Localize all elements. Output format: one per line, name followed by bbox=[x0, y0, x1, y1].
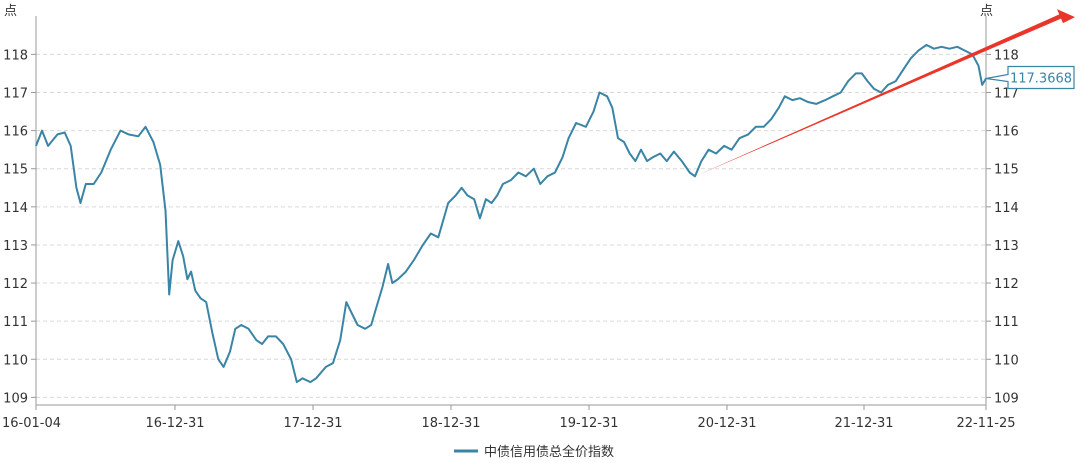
x-tick-label: 22-11-25 bbox=[956, 416, 1015, 431]
y-right-tick-label: 117 bbox=[994, 87, 1019, 102]
x-tick-label: 19-12-31 bbox=[559, 416, 618, 431]
y-right-tick-label: 110 bbox=[994, 353, 1019, 368]
y-right-tick-label: 112 bbox=[994, 277, 1019, 292]
x-tick-label: 17-12-31 bbox=[283, 416, 342, 431]
y-right-tick-label: 115 bbox=[994, 163, 1019, 178]
tooltip-value: 117.3668 bbox=[1010, 72, 1072, 87]
series-group bbox=[35, 43, 987, 384]
y-axis-left-tick-labels: 109 110 111 112 113 114 115 116 117 118 bbox=[3, 48, 28, 406]
y-left-tick-label: 111 bbox=[3, 315, 28, 330]
y-right-tick-label: 118 bbox=[994, 48, 1019, 63]
y-left-tick-label: 117 bbox=[3, 87, 28, 102]
y-left-tick-label: 115 bbox=[3, 163, 28, 178]
y-right-tick-label: 116 bbox=[994, 125, 1019, 140]
x-tick-label: 16-12-31 bbox=[145, 416, 204, 431]
trend-arrow-head bbox=[1057, 9, 1075, 24]
y-left-tick-label: 110 bbox=[3, 353, 28, 368]
tooltip-box bbox=[985, 65, 1075, 90]
x-tick-label: 18-12-31 bbox=[421, 416, 480, 431]
y-left-tick-label: 113 bbox=[3, 239, 28, 254]
trend-arrow-shaft bbox=[694, 13, 1061, 177]
value-tooltip: 117.3668 bbox=[985, 65, 1075, 90]
series-line-0 bbox=[35, 43, 987, 384]
y-unit-left: 点 bbox=[4, 4, 17, 19]
grid-lines bbox=[31, 53, 991, 398]
x-tick-label: 21-12-31 bbox=[834, 416, 893, 431]
y-left-tick-label: 112 bbox=[3, 277, 28, 292]
y-left-tick-label: 118 bbox=[3, 48, 28, 63]
y-left-tick-label: 116 bbox=[3, 125, 28, 140]
axes bbox=[35, 16, 987, 410]
y-left-tick-label: 114 bbox=[3, 201, 28, 216]
y-right-tick-label: 111 bbox=[994, 315, 1019, 330]
y-right-tick-label: 109 bbox=[994, 391, 1019, 406]
x-tick-label: 20-12-31 bbox=[697, 416, 756, 431]
x-axis-tick-labels: 16-01-04 16-12-31 17-12-31 18-12-31 19-12-31… bbox=[2, 416, 1016, 431]
trend-arrow bbox=[694, 9, 1075, 177]
y-left-tick-label: 109 bbox=[3, 391, 28, 406]
y-right-tick-label: 114 bbox=[994, 201, 1019, 216]
legend-label: 中债信用债总全价指数 bbox=[484, 444, 614, 460]
legend[interactable]: 中债信用债总全价指数 bbox=[454, 444, 614, 460]
y-axis-right-tick-labels: 109 110 111 112 113 114 115 116 117 118 bbox=[994, 48, 1019, 406]
y-unit-right: 点 bbox=[980, 4, 993, 19]
y-right-tick-label: 113 bbox=[994, 239, 1019, 254]
x-tick-label: 16-01-04 bbox=[2, 416, 61, 431]
